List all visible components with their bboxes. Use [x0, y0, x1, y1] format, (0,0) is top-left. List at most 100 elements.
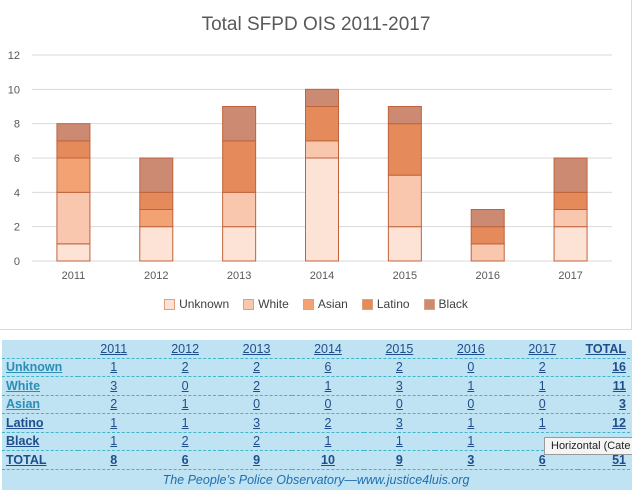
y-tick-label: 12: [8, 50, 20, 62]
table-total-cell: 11: [578, 376, 630, 396]
y-tick-label: 2: [14, 222, 20, 234]
table-cell: 10: [292, 450, 364, 470]
table-cell: 1: [149, 395, 221, 414]
table-cell: 1: [435, 413, 507, 433]
table-row-label: White: [2, 376, 78, 396]
chart-title: Total SFPD OIS 2011-2017: [201, 14, 431, 35]
legend-swatch: [164, 298, 176, 310]
table-row-label: Asian: [2, 395, 78, 414]
table-cell: 1: [292, 376, 364, 396]
bar-segment-latino: [553, 191, 588, 210]
stacked-bar-chart: 0 2 4 6 8 10 12 2011 2012 2013 2014 2015 2016 2017: [8, 50, 612, 282]
table-cell: 6: [292, 358, 364, 377]
bar-segment-white: [553, 209, 588, 228]
y-tick-label: 4: [14, 187, 20, 199]
bar-segment-white: [305, 140, 339, 159]
table-total-cell: 3: [578, 395, 630, 414]
table-cell: 1: [292, 432, 364, 451]
table-cell: 1: [78, 432, 150, 451]
table-cell: 2: [220, 376, 293, 396]
table-cell: 1: [78, 413, 150, 433]
legend-swatch: [423, 298, 435, 310]
bar-segment-latino: [470, 226, 505, 245]
bar-segment-unknown: [222, 226, 257, 262]
table-cell: 0: [435, 395, 507, 414]
table-cell: 0: [220, 395, 293, 414]
table-row-label: Black: [2, 432, 78, 451]
table-header-row: 2011 2012 2013 2014 2015 2016 2017 TOTAL: [2, 340, 630, 359]
bar-segment-black: [553, 157, 588, 193]
table-cell: 3: [78, 376, 150, 396]
data-table-panel: 2011 2012 2013 2014 2015 2016 2017 TOTAL Unknow…: [2, 340, 632, 490]
bar-segment-black: [470, 209, 505, 228]
table-row: White 3 0 2 1 3 1 1 11: [2, 376, 630, 396]
table-total-row: TOTAL 8 6 9 10 9 3 6 51: [2, 450, 630, 470]
legend-label: Unknown: [179, 297, 230, 311]
bar-segment-white: [387, 174, 422, 228]
x-tick-label: 2012: [144, 270, 168, 282]
y-tick-label: 10: [8, 84, 20, 96]
table-cell: 3: [220, 413, 293, 433]
table-cell: 1: [506, 413, 578, 433]
bar-segment-black: [222, 106, 257, 142]
legend-item: Asian: [302, 297, 348, 311]
legend-item: Black: [423, 297, 468, 311]
x-tick-label: 2017: [558, 270, 582, 282]
table-cell: 2: [292, 413, 364, 433]
table-cell: 2: [149, 358, 221, 377]
x-tick-label: 2014: [310, 270, 334, 282]
table-header-cell: 2013: [220, 340, 293, 359]
bar-segment-asian: [139, 209, 174, 228]
table-cell: 6: [149, 450, 221, 470]
bar-segment-latino: [139, 191, 174, 210]
table-corner: [2, 340, 78, 359]
bar-segment-white: [56, 191, 91, 245]
table-cell: 1: [435, 432, 507, 451]
axis-tooltip: Horizontal (Cate: [544, 437, 632, 455]
y-tick-label: 6: [14, 153, 20, 165]
legend-label: Asian: [317, 297, 348, 311]
table-cell: 1: [506, 376, 578, 396]
legend-swatch: [361, 298, 373, 310]
bar-segment-black: [56, 123, 91, 142]
table-row: Latino 1 1 3 2 3 1 1 12: [2, 413, 630, 433]
table-total-cell: 51: [578, 450, 630, 470]
bar-segment-latino: [387, 123, 422, 176]
table-row: Asian 2 1 0 0 0 0 0 3: [2, 395, 630, 414]
table-header-cell: 2017: [506, 340, 578, 359]
x-tick-label: 2013: [227, 270, 251, 282]
table-cell: 9: [363, 450, 436, 470]
bar-segment-latino: [222, 140, 257, 193]
x-tick-label: 2011: [62, 270, 86, 282]
bar-segment-latino: [305, 106, 339, 142]
bar-segment-black: [139, 157, 174, 193]
table-cell: 0: [149, 376, 221, 396]
table-cell: 2: [220, 358, 293, 377]
table-row-label: Latino: [2, 413, 78, 433]
table-total-cell: 16: [578, 358, 630, 377]
table-cell: 0: [292, 395, 364, 414]
table-cell: 2: [506, 358, 578, 377]
table-cell: 1: [363, 432, 436, 451]
table-header-cell: TOTAL: [578, 340, 630, 359]
table-header-cell: 2016: [435, 340, 507, 359]
chart-area: 0 2 4 6 8 10 12 2011 2012 2013 2014 2015 2016 2017 To…: [0, 0, 632, 330]
legend-label: White: [258, 297, 289, 311]
table-row: Unknown 1 2 2 6 2 0 2 16: [2, 358, 630, 377]
table-cell: 2: [149, 432, 221, 451]
table-header-cell: 2014: [292, 340, 364, 359]
table-header-cell: 2011: [78, 340, 150, 359]
table-cell: 3: [363, 413, 436, 433]
table-cell: 1: [78, 358, 150, 377]
legend-swatch: [243, 298, 255, 310]
bar-segment-black: [387, 106, 422, 125]
legend-item: Latino: [361, 297, 410, 311]
legend-item: White: [243, 297, 289, 311]
data-table: 2011 2012 2013 2014 2015 2016 2017 TOTAL Unknow…: [2, 340, 630, 470]
table-cell: 3: [363, 376, 436, 396]
table-cell: 0: [506, 395, 578, 414]
bar-segment-unknown: [56, 243, 91, 262]
table-cell: 8: [78, 450, 150, 470]
legend-item: Unknown: [164, 297, 229, 311]
table-cell: 2: [220, 432, 293, 451]
